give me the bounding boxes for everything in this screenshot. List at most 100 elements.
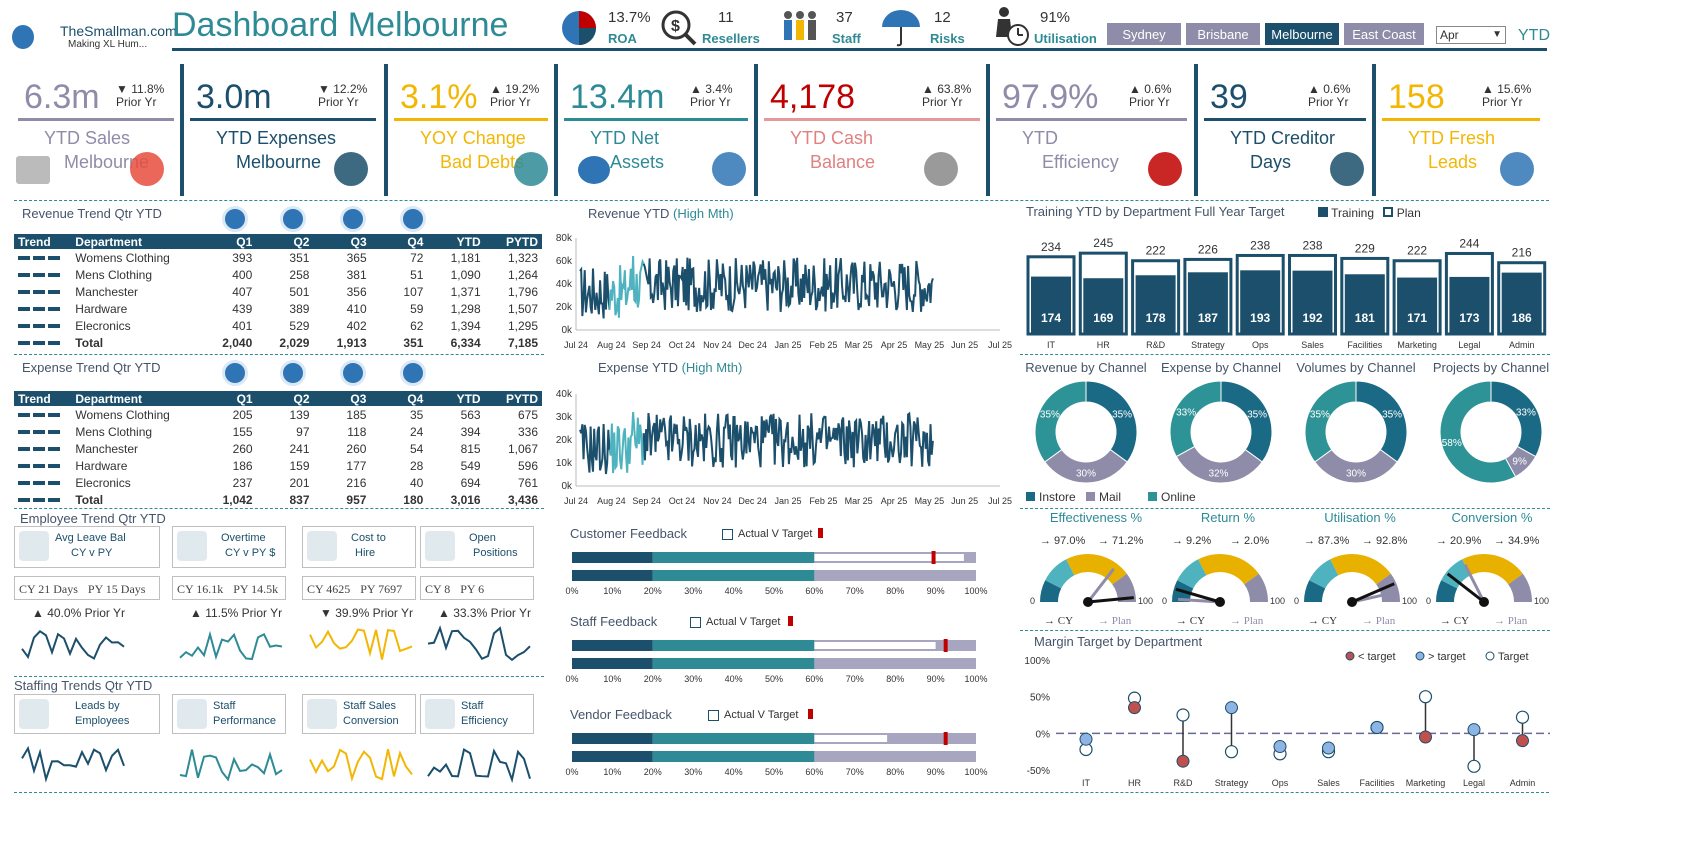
kpi-prior: Prior Yr — [490, 95, 531, 109]
list-icon[interactable] — [280, 360, 306, 386]
column-header[interactable]: Department — [71, 234, 200, 249]
nav-sydney-button[interactable]: Sydney — [1106, 22, 1182, 46]
column-header[interactable]: Q3 — [313, 234, 371, 249]
column-header[interactable]: PYTD — [484, 234, 542, 249]
search-icon[interactable] — [340, 360, 366, 386]
nav-melbourne-button[interactable]: Melbourne — [1264, 22, 1340, 46]
staffing-card-label-2: Performance — [213, 715, 276, 727]
band-average — [652, 658, 815, 669]
actual-point — [1322, 741, 1335, 755]
period-label: YTD — [1518, 27, 1550, 44]
training-value-label: 193 — [1250, 311, 1270, 325]
band-poor — [572, 751, 653, 762]
gauges: Effectiveness % → 97.0% → 71.2% 0 100 → CY → P… — [1030, 510, 1549, 627]
coins-icon — [924, 152, 958, 186]
legend-swatch — [1148, 492, 1157, 501]
gauge-band — [1177, 559, 1207, 589]
legend-swatch — [1086, 492, 1095, 501]
monitor-icon[interactable] — [400, 206, 426, 232]
sparkline-chart — [179, 749, 283, 782]
employee-card[interactable]: Cost to Hire — [302, 526, 416, 568]
nav-brisbane-button[interactable]: Brisbane — [1185, 22, 1261, 46]
month-select[interactable]: Apr ▼ — [1436, 26, 1506, 44]
target-point — [1418, 690, 1433, 704]
category-label: Facilities — [1347, 340, 1383, 350]
column-header[interactable]: Q3 — [313, 391, 371, 406]
search-icon[interactable] — [280, 206, 306, 232]
target-icon[interactable] — [222, 360, 248, 386]
svg-text:$: $ — [671, 18, 680, 35]
donut-slice — [1085, 380, 1138, 463]
nav-east-coast-button[interactable]: East Coast — [1343, 22, 1425, 46]
target-marker — [943, 639, 948, 652]
value-cell: 107 — [403, 284, 424, 299]
kpi-label-1: YTD Cash — [790, 128, 874, 148]
column-header[interactable]: Q2 — [256, 234, 314, 249]
staffing-card[interactable]: Staff Sales Conversion — [302, 694, 416, 734]
kpi-change: ▲ 0.6% — [1129, 82, 1172, 96]
edit-icon[interactable] — [222, 206, 248, 232]
needle-hub — [1479, 597, 1489, 607]
column-header[interactable]: Trend — [14, 234, 72, 249]
column-header[interactable]: YTD — [427, 234, 485, 249]
spark-segment — [48, 498, 60, 503]
column-header[interactable]: Department — [71, 391, 200, 406]
revenue-line-title-text: Revenue YTD — [588, 206, 670, 221]
column-header[interactable]: Q4 — [370, 234, 428, 249]
value-cell: 439 — [232, 301, 253, 316]
column-header[interactable]: PYTD — [484, 391, 542, 406]
actual-point — [1467, 723, 1481, 737]
share-icon[interactable] — [340, 206, 366, 232]
gauge-min-label: 0 — [1294, 596, 1299, 606]
gauge-plan-value: → 34.9% — [1494, 535, 1539, 547]
column-header[interactable]: Trend — [14, 391, 72, 406]
kpi-change: ▲ 63.8% — [922, 82, 972, 96]
pen-icon[interactable] — [400, 360, 426, 386]
staffing-card[interactable]: Staff Performance — [172, 694, 286, 734]
value-cell: 389 — [289, 301, 310, 316]
value-cell: 381 — [346, 267, 367, 282]
column-header[interactable]: Q2 — [256, 391, 314, 406]
column-header[interactable]: Q1 — [199, 391, 257, 406]
x-tick-label: Nov 24 — [703, 496, 732, 506]
column-header[interactable]: YTD — [427, 391, 485, 406]
y-tick-label: 30k — [556, 412, 573, 423]
gauge-cy-legend: → CY — [1044, 615, 1073, 627]
donut-slice — [1439, 380, 1517, 484]
actual-point — [1128, 701, 1141, 715]
column-header[interactable]: Q4 — [370, 391, 428, 406]
x-tick-label: Jul 24 — [564, 340, 588, 350]
category-label: Facilities — [1359, 778, 1395, 788]
value-cell: 59 — [410, 301, 424, 316]
series-line — [642, 411, 934, 468]
shopping-icon — [130, 152, 164, 186]
department-cell: Womens Clothing — [75, 407, 170, 422]
high-month-line — [608, 255, 645, 318]
training-value-label: 171 — [1407, 311, 1427, 325]
kpi-label-2: Melbourne — [236, 152, 322, 172]
employee-card[interactable]: Avg Leave Bal CY v PY — [14, 526, 160, 568]
x-tick-label: 30% — [684, 674, 702, 684]
staffing-card[interactable]: Staff Efficiency — [420, 694, 534, 734]
section-divider — [14, 508, 544, 509]
training-value-label: 186 — [1512, 311, 1532, 325]
donut-slice — [1220, 380, 1273, 463]
column-header[interactable]: Q1 — [199, 234, 257, 249]
employee-card[interactable]: Open Positions — [420, 526, 534, 568]
employee-card-label-1: Overtime — [221, 532, 266, 544]
staffing-card[interactable]: Leads by Employees — [14, 694, 160, 734]
category-label: Strategy — [1215, 778, 1249, 788]
spark-segment — [33, 307, 45, 312]
category-label: HR — [1097, 340, 1110, 350]
training-legend-label: Training — [1331, 206, 1375, 220]
value-cell: 1,507 — [507, 301, 538, 316]
training-bar — [1240, 270, 1281, 333]
training-legend: Training Plan — [1318, 206, 1421, 220]
feedback-title: Customer Feedback — [570, 526, 688, 541]
gauge-min-label: 0 — [1030, 596, 1035, 606]
kpi-value: 3.1% — [400, 78, 478, 116]
donut-value-label: 58% — [1442, 438, 1462, 449]
employee-card[interactable]: Overtime CY v PY $ — [172, 526, 286, 568]
x-tick-label: 0% — [565, 586, 578, 596]
spark-segment — [48, 290, 60, 295]
